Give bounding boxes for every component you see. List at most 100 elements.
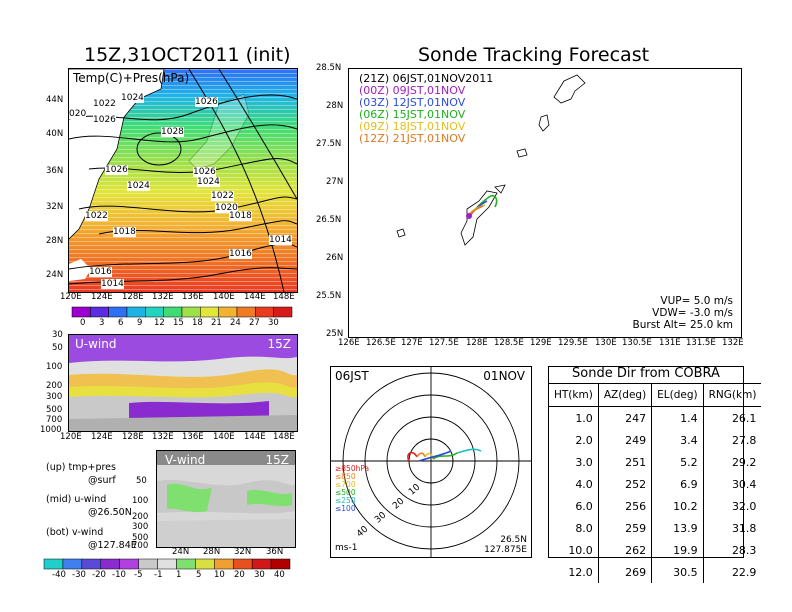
track-legend: (21Z) 06JST,01NOV2011 (00Z) 09JST,01NOV (0…: [359, 73, 493, 145]
pressure-legend: ≥850hPa ≤850 ≤700 ≤500 ≤250 ≤100: [335, 465, 369, 513]
lat-tick: 40N: [46, 129, 64, 139]
pressure-legend-entry: ≤500: [335, 488, 356, 497]
colorbar-tick: 40: [274, 570, 285, 580]
colorbar-tick: 18: [192, 318, 203, 328]
table-cell: 252: [598, 473, 653, 495]
note-mid-sub: @26.50N: [88, 507, 132, 518]
colorbar-tick: -40: [52, 570, 66, 580]
uwind-panel: U-wind 15Z: [68, 334, 298, 432]
colorbar-tick: 9: [137, 318, 143, 328]
table-cell: 19.9: [651, 539, 704, 561]
colorbar-tick: 27: [249, 318, 260, 328]
col-header: AZ(deg): [598, 383, 653, 407]
colorbar-swatch: [157, 558, 177, 570]
isobar-label: 1018: [229, 211, 252, 221]
note-bot-sub: @127.84E: [88, 540, 137, 551]
right-title: Sonde Tracking Forecast: [418, 44, 650, 66]
table-cell: 6.9: [651, 473, 704, 495]
vwind-label: V-wind: [165, 453, 206, 467]
lat-tick: 27.5N: [316, 139, 342, 149]
table-cell: 251: [598, 451, 653, 473]
colorbar-tick: -1: [154, 570, 163, 580]
colorbar-tick: 6: [118, 318, 124, 328]
lon-tick: 144E: [244, 292, 266, 302]
lon-tick: 127.5E: [429, 338, 459, 348]
table-cell: 249: [598, 429, 653, 451]
track-svg: [396, 74, 586, 246]
table-cell: 30.5: [651, 561, 704, 583]
lon-tick: 131E: [659, 338, 681, 348]
table-cell: 30.4: [731, 477, 757, 491]
colorbar-tick: 24: [230, 318, 241, 328]
isobar-label: 1022: [85, 211, 108, 221]
table-cell: 3.0: [549, 451, 599, 473]
isobar-label: 1014: [269, 235, 292, 245]
sonde-table: HT(km) AZ(deg) EL(deg) RNG(km) 1.0 247 1.4…: [549, 383, 762, 583]
p-tick: 100: [46, 362, 63, 372]
isobar-label: 1026: [105, 165, 128, 175]
polar-time: 06JST: [335, 369, 369, 383]
table-cell: 26.1: [731, 411, 757, 425]
colorbar-swatch: [71, 306, 91, 318]
lon-tick: 132E: [152, 292, 174, 302]
lon-tick: 132E: [722, 338, 744, 348]
lon-tick: 128.5E: [494, 338, 524, 348]
lat-tick: 27N: [326, 177, 344, 187]
legend-entry: (03Z) 12JST,01NOV: [359, 96, 466, 109]
table-cell: 29.2: [731, 455, 757, 469]
colorbar-tick: 30: [254, 570, 265, 580]
lat-tick: 28N: [203, 547, 221, 557]
note-up: (up) tmp+pres: [46, 462, 116, 473]
table-cell: 12.0: [549, 561, 599, 583]
lat-tick: 24N: [46, 270, 64, 280]
colorbar-tick: -5: [134, 570, 143, 580]
pressure-legend-entry: ≤250: [335, 496, 356, 505]
isobar-label: 1026: [195, 97, 218, 107]
colorbar-swatch: [43, 558, 64, 570]
colorbar-swatch: [255, 306, 274, 318]
colorbar-swatch: [100, 558, 120, 570]
lat-tick: 25N: [326, 329, 344, 339]
table-cell: 269: [598, 561, 653, 583]
lon-tick: 124E: [91, 432, 113, 442]
isobar-label: 1024: [121, 93, 144, 103]
colorbar-swatch: [81, 558, 102, 570]
table-cell: 256: [598, 495, 653, 517]
table-cell: 262: [598, 539, 653, 561]
col-header: EL(deg): [651, 383, 704, 407]
lon-tick: 126.5E: [366, 338, 396, 348]
p-tick: 50: [136, 476, 147, 486]
table-cell: 1.4: [651, 406, 704, 429]
col-header: RNG(km): [708, 389, 757, 401]
lon-tick: 148E: [273, 432, 295, 442]
sonde-table-title: Sonde Dir from COBRA: [572, 366, 720, 381]
track-panel: (21Z) 06JST,01NOV2011 (00Z) 09JST,01NOV (0…: [348, 68, 742, 338]
lat-tick: 44N: [46, 95, 64, 105]
table-cell: 1.0: [549, 406, 599, 429]
p-tick: 1000: [40, 425, 62, 435]
lon-tick: 148E: [273, 292, 295, 302]
isobar-label: 020: [69, 109, 87, 119]
legend-entry: (12Z) 21JST,01NOV: [359, 132, 466, 145]
colorbar-tick: 20: [234, 570, 245, 580]
vwind-panel: V-wind 15Z: [156, 450, 296, 548]
lat-tick: 25.5N: [316, 291, 342, 301]
table-cell: 22.9: [731, 565, 757, 579]
isobar-label: 1026: [93, 115, 116, 125]
p-tick: 30: [52, 330, 63, 340]
colorbar-swatch: [126, 306, 146, 318]
p-tick: 500: [132, 533, 149, 543]
isobar-label: 1022: [93, 99, 116, 109]
table-cell: 259: [598, 517, 653, 539]
colorbar-swatch: [200, 306, 219, 318]
polar-svg: [331, 367, 531, 557]
lat-tick: 28N: [46, 236, 64, 246]
lon-tick: 140E: [213, 292, 235, 302]
colorbar-tick: 3: [99, 318, 105, 328]
table-row: 4.0 252 6.9 30.4: [549, 473, 761, 495]
p-tick: 300: [132, 522, 149, 532]
isobar-label: 1024: [127, 181, 150, 191]
isobar-label: 1018: [113, 227, 136, 237]
lon-tick: 124E: [91, 292, 113, 302]
note-mid: (mid) u-wind: [46, 494, 107, 505]
